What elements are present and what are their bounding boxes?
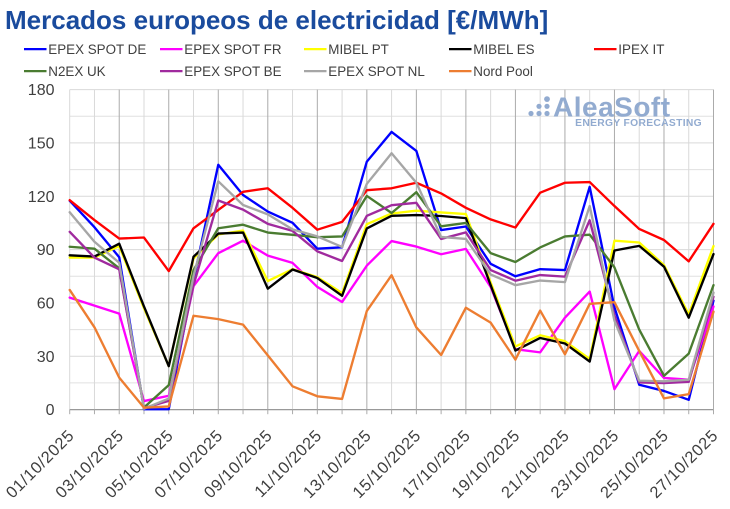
svg-text:IPEX IT: IPEX IT [618, 42, 664, 57]
svg-text:EPEX SPOT DE: EPEX SPOT DE [48, 42, 146, 57]
svg-text:Nord Pool: Nord Pool [473, 64, 533, 79]
svg-text:N2EX UK: N2EX UK [48, 64, 105, 79]
svg-text:ENERGY FORECASTING: ENERGY FORECASTING [575, 118, 702, 129]
svg-text:AleaSoft: AleaSoft [553, 92, 671, 123]
svg-text:90: 90 [37, 242, 55, 259]
svg-text:120: 120 [28, 189, 55, 206]
svg-text:MIBEL ES: MIBEL ES [473, 42, 534, 57]
svg-text:180: 180 [28, 82, 55, 99]
svg-text:30: 30 [37, 349, 55, 366]
svg-text:EPEX SPOT BE: EPEX SPOT BE [184, 64, 281, 79]
svg-text:EPEX SPOT FR: EPEX SPOT FR [184, 42, 282, 57]
svg-text:EPEX SPOT NL: EPEX SPOT NL [328, 64, 425, 79]
svg-text:MIBEL PT: MIBEL PT [328, 42, 389, 57]
svg-text:150: 150 [28, 135, 55, 152]
svg-text:0: 0 [46, 402, 55, 419]
svg-text:60: 60 [37, 295, 55, 312]
